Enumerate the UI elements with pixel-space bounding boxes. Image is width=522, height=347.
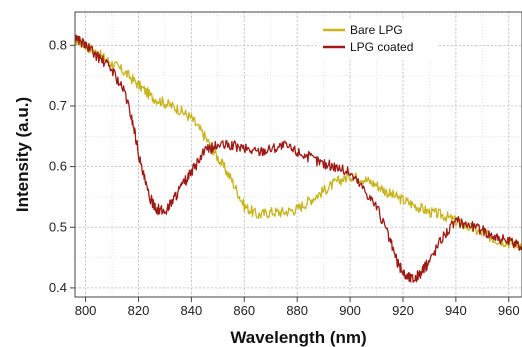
x-tick-label: 940 [445, 303, 467, 318]
y-tick-label: 0.8 [49, 37, 67, 52]
x-axis-title: Wavelength (nm) [230, 328, 366, 347]
x-tick-label: 960 [498, 303, 520, 318]
plot-frame [74, 11, 522, 298]
legend-box [318, 19, 438, 59]
x-tick-label: 860 [233, 303, 255, 318]
legend: Bare LPG LPG coated [318, 19, 438, 59]
y-tick-label: 0.5 [49, 219, 67, 234]
axis-ticks: 800 820 840 860 880 900 920 940 960 0.4 0.5 0.6 0.7 0… [49, 37, 520, 318]
x-tick-label: 900 [339, 303, 361, 318]
legend-label-lpg-coated: LPG coated [350, 40, 413, 54]
series-line-bare-lpg [75, 34, 522, 251]
x-tick-label: 800 [75, 303, 97, 318]
gridlines [75, 12, 522, 297]
y-tick-label: 0.7 [49, 98, 67, 113]
x-tick-label: 820 [128, 303, 150, 318]
series-line-lpg-coated [75, 34, 522, 283]
y-tick-label: 0.4 [49, 280, 67, 295]
y-axis-title: Intensity (a.u.) [13, 97, 32, 212]
x-tick-label: 840 [181, 303, 203, 318]
legend-label-bare-lpg: Bare LPG [350, 23, 403, 37]
series-lines [75, 34, 522, 283]
x-tick-label: 880 [286, 303, 308, 318]
x-tick-label: 920 [392, 303, 414, 318]
y-tick-label: 0.6 [49, 159, 67, 174]
